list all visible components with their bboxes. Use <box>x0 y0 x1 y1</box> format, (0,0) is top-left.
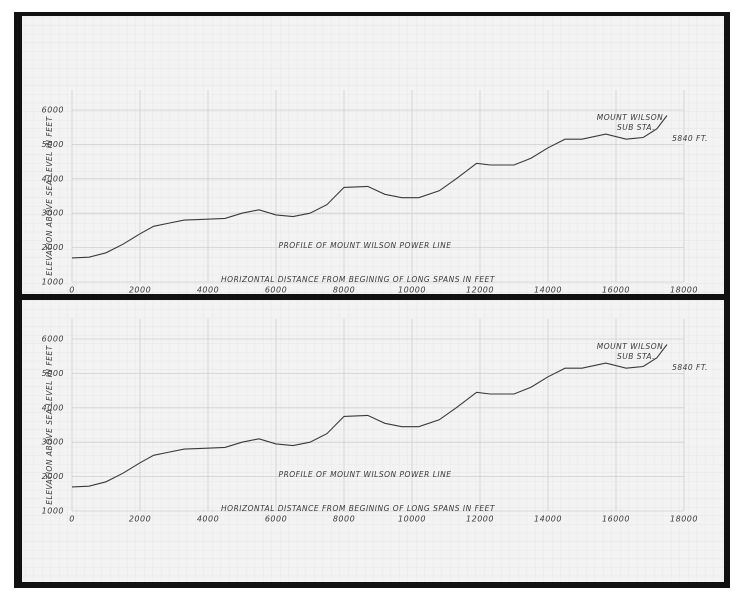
chart: 1000 2000 3000 4000 5000 6000 0 2000 4000 6000 800… <box>42 319 708 524</box>
charts: 1000 2000 3000 4000 5000 6000 0 2000 4000 6000 800… <box>42 90 708 524</box>
x-axis-label: Horizontal Distance From Begining Of Lon… <box>221 504 496 513</box>
x-tick-label: 10000 <box>398 515 426 524</box>
y-tick-label: 5000 <box>42 369 64 378</box>
x-tick-label: 12000 <box>466 286 494 295</box>
profile-line <box>71 344 668 488</box>
x-tick-label: 2000 <box>129 515 151 524</box>
y-tick-label: 1000 <box>42 507 64 516</box>
y-tick-label: 3000 <box>42 209 64 218</box>
y-tick-label: 5000 <box>42 140 64 149</box>
chart: 1000 2000 3000 4000 5000 6000 0 2000 4000 6000 800… <box>42 90 708 295</box>
x-tick-label: 10000 <box>398 286 426 295</box>
annotation: Mount Wilson <box>597 113 664 122</box>
x-tick-label: 16000 <box>602 515 630 524</box>
annotation: Sub Sta. <box>617 352 655 361</box>
y-tick-label: 6000 <box>42 335 64 344</box>
y-tick-label: 4000 <box>42 403 64 412</box>
annotation: Sub Sta. <box>617 123 655 132</box>
bottom-paper-grid <box>22 300 724 582</box>
x-tick-label: 4000 <box>197 515 219 524</box>
chart-title: Profile Of Mount Wilson Power Line <box>279 470 452 479</box>
x-tick-label: 8000 <box>333 515 355 524</box>
x-tick-label: 6000 <box>265 515 287 524</box>
x-tick-label: 4000 <box>197 286 219 295</box>
chart-title: Profile Of Mount Wilson Power Line <box>279 241 452 250</box>
y-tick-label: 3000 <box>42 438 64 447</box>
profile-line <box>71 115 668 259</box>
y-tick-label: 4000 <box>42 174 64 183</box>
y-axis-label: Elevation Above Sea Level In Feet <box>45 344 54 504</box>
x-tick-label: 6000 <box>265 286 287 295</box>
y-tick-label: 6000 <box>42 106 64 115</box>
x-tick-label: 0 <box>69 515 75 524</box>
x-tick-label: 14000 <box>534 515 562 524</box>
x-tick-label: 16000 <box>602 286 630 295</box>
x-tick-label: 14000 <box>534 286 562 295</box>
x-tick-label: 2000 <box>129 286 151 295</box>
x-tick-label: 18000 <box>670 515 698 524</box>
x-axis-label: Horizontal Distance From Begining Of Lon… <box>221 275 496 284</box>
y-tick-label: 2000 <box>42 472 64 481</box>
y-axis-label: Elevation Above Sea Level In Feet <box>45 115 54 275</box>
annotation: 5840 Ft. <box>672 134 708 143</box>
annotation: Mount Wilson <box>597 342 664 351</box>
y-tick-label: 2000 <box>42 243 64 252</box>
x-tick-label: 8000 <box>333 286 355 295</box>
y-tick-label: 1000 <box>42 278 64 287</box>
top-paper-grid <box>22 16 724 294</box>
annotation: 5840 Ft. <box>672 363 708 372</box>
x-tick-label: 18000 <box>670 286 698 295</box>
x-tick-label: 12000 <box>466 515 494 524</box>
x-tick-label: 0 <box>69 286 75 295</box>
